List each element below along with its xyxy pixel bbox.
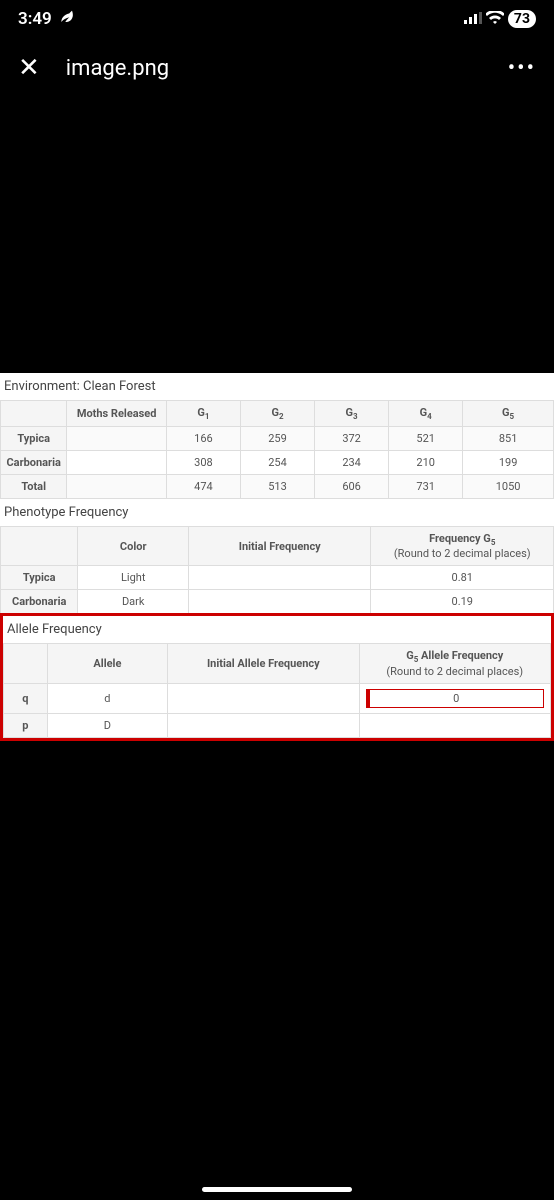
phenotype-title: Phenotype Frequency <box>0 499 554 526</box>
signal-icon <box>464 9 482 29</box>
cell: 513 <box>240 475 314 499</box>
cell: 199 <box>463 451 554 475</box>
col-initial-freq: Initial Frequency <box>189 527 371 566</box>
row-carbonaria: Carbonaria <box>1 451 67 475</box>
cell-allele: d <box>47 683 167 713</box>
col-g5: G5 <box>463 401 554 427</box>
file-title: image.png <box>66 56 482 81</box>
col-initial-allele: Initial Allele Frequency <box>168 644 359 683</box>
viewer-header: ✕ image.png ••• <box>0 33 554 103</box>
wifi-icon <box>486 9 504 29</box>
status-right: 73 <box>464 9 536 29</box>
col-g2: G2 <box>240 401 314 427</box>
col-g3: G3 <box>315 401 389 427</box>
cell-allele: D <box>47 713 167 737</box>
cell: 521 <box>389 427 463 451</box>
cell: 166 <box>166 427 240 451</box>
status-time: 3:49 <box>18 9 52 29</box>
allele-highlight-box: Allele Frequency Allele Initial Allele F… <box>0 613 554 740</box>
home-indicator[interactable] <box>202 1187 352 1192</box>
cell: 851 <box>463 427 554 451</box>
allele-title: Allele Frequency <box>3 616 551 643</box>
col-g4: G4 <box>389 401 463 427</box>
cell: 259 <box>240 427 314 451</box>
cell-initial <box>168 683 359 713</box>
col-freq-g5: Frequency G5 (Round to 2 decimal places) <box>371 527 554 566</box>
allele-freq-input[interactable]: 0 <box>366 689 544 708</box>
status-left: 3:49 <box>18 8 74 29</box>
cell: 234 <box>315 451 389 475</box>
image-content: Environment: Clean Forest Moths Released… <box>0 373 554 741</box>
cell-initial <box>189 566 371 590</box>
more-icon[interactable]: ••• <box>508 56 536 81</box>
row-p: p <box>4 713 48 737</box>
cell-freq: 0.81 <box>371 566 554 590</box>
close-icon[interactable]: ✕ <box>18 53 40 83</box>
cell-initial <box>168 713 359 737</box>
cell: 474 <box>166 475 240 499</box>
col-moths-released: Moths Released <box>67 401 167 427</box>
moths-released-table: Moths Released G1 G2 G3 G4 G5 Typica 166… <box>0 400 554 499</box>
phenotype-table: Color Initial Frequency Frequency G5 (Ro… <box>0 526 554 614</box>
col-g1: G1 <box>166 401 240 427</box>
cell: 308 <box>166 451 240 475</box>
col-allele: Allele <box>47 644 167 683</box>
allele-table: Allele Initial Allele Frequency G5 Allel… <box>3 643 551 737</box>
row-q: q <box>4 683 48 713</box>
col-g5-allele: G5 Allele Frequency (Round to 2 decimal … <box>359 644 550 683</box>
cell-color: Dark <box>78 590 189 614</box>
leaf-icon <box>58 8 74 29</box>
row-typica: Typica <box>1 566 78 590</box>
cell: 731 <box>389 475 463 499</box>
row-total: Total <box>1 475 67 499</box>
cell: 254 <box>240 451 314 475</box>
row-carbonaria: Carbonaria <box>1 590 78 614</box>
cell-g5-freq: 0 <box>359 683 550 713</box>
cell-freq: 0.19 <box>371 590 554 614</box>
cell-color: Light <box>78 566 189 590</box>
environment-title: Environment: Clean Forest <box>0 373 554 400</box>
row-typica: Typica <box>1 427 67 451</box>
status-bar: 3:49 73 <box>0 0 554 33</box>
cell-initial <box>189 590 371 614</box>
col-color: Color <box>78 527 189 566</box>
cell-g5-freq <box>359 713 550 737</box>
cell: 1050 <box>463 475 554 499</box>
cell: 372 <box>315 427 389 451</box>
battery-level: 73 <box>508 10 536 28</box>
cell: 210 <box>389 451 463 475</box>
cell: 606 <box>315 475 389 499</box>
